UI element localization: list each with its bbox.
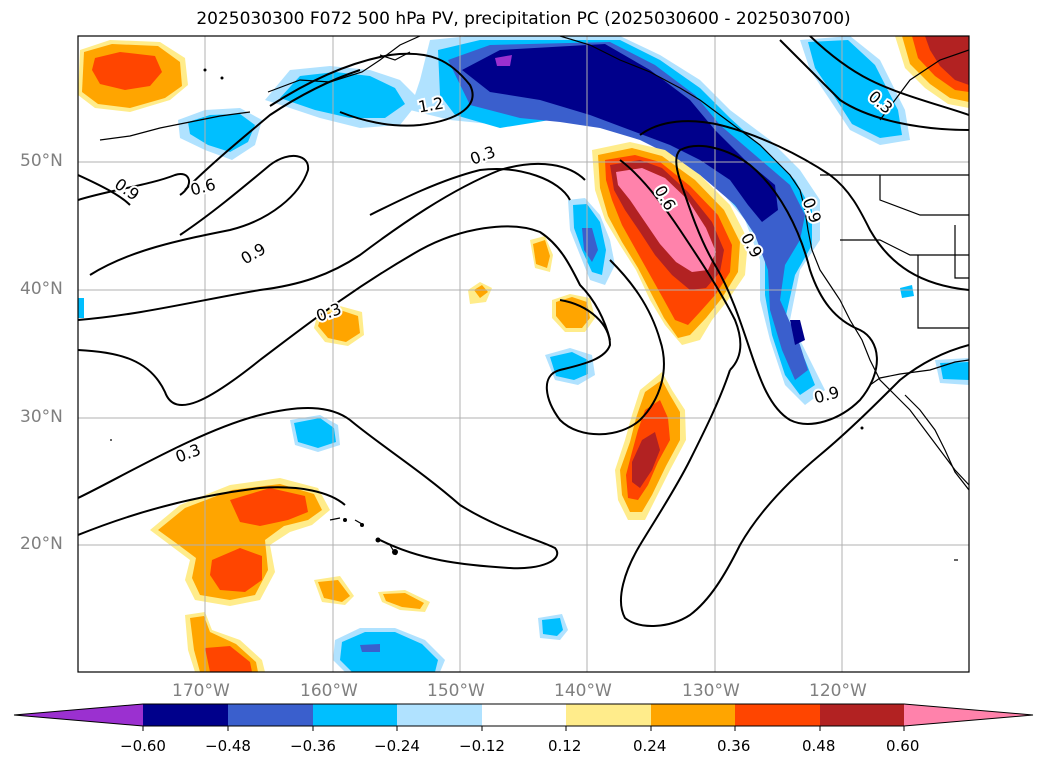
colorbar-segment: [397, 704, 482, 726]
colorbar-tick: −0.60: [120, 737, 166, 755]
colorbar-segment: [143, 704, 228, 726]
map-area: 1.2 0.3 0.6 0.9 0.9 0.3 0.3 0.6 0.9 0.9 …: [78, 36, 969, 672]
colorbar-segment: [313, 704, 397, 726]
colorbar-tick: −0.36: [290, 737, 336, 755]
colorbar-max-extend: [904, 704, 1033, 726]
map-gridlines: [78, 36, 969, 672]
colorbar: [13, 703, 1034, 731]
colorbar-segment: [482, 704, 566, 726]
colorbar-tick: 0.12: [548, 737, 582, 755]
lat-label-50n: 50°N: [20, 151, 63, 171]
colorbar-segment: [820, 704, 904, 726]
contour-label: 1.2: [417, 93, 445, 116]
lat-label-30n: 30°N: [20, 407, 63, 427]
colorbar-segment: [228, 704, 313, 726]
lon-label-160w: 160°W: [300, 681, 358, 701]
colorbar-tick: 0.36: [717, 737, 751, 755]
colorbar-segment: [566, 704, 651, 726]
colorbar-tick: −0.12: [459, 737, 505, 755]
lon-label-150w: 150°W: [427, 681, 485, 701]
colorbar-segment: [735, 704, 820, 726]
lon-label-120w: 120°W: [809, 681, 867, 701]
lon-label-140w: 140°W: [554, 681, 612, 701]
colorbar-min-extend: [14, 704, 143, 726]
colorbar-tick: 0.48: [802, 737, 836, 755]
lat-label-20n: 20°N: [20, 534, 63, 554]
map-frame: [77, 35, 970, 673]
colorbar-tick: −0.24: [374, 737, 420, 755]
colorbar-segment: [651, 704, 735, 726]
negative-pc-shading: [78, 36, 969, 672]
pv-contours: [78, 36, 969, 627]
coastlines: [99, 36, 969, 561]
colorbar-tick: 0.24: [633, 737, 667, 755]
colorbar-tick: −0.48: [205, 737, 251, 755]
map-title: 2025030300 F072 500 hPa PV, precipitatio…: [196, 9, 851, 29]
lon-label-170w: 170°W: [172, 681, 230, 701]
lat-label-40n: 40°N: [20, 279, 63, 299]
island-outlines: [203, 68, 864, 555]
lon-label-130w: 130°W: [682, 681, 740, 701]
colorbar-tick: 0.60: [886, 737, 920, 755]
